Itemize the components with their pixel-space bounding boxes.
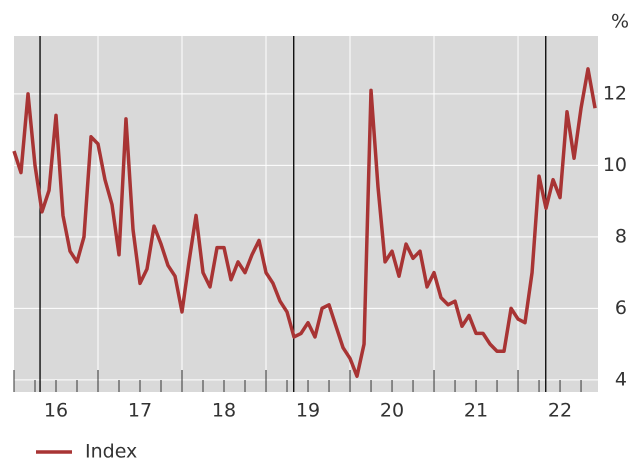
plot-area — [14, 36, 598, 392]
x-tick-label: 21 — [464, 400, 488, 422]
y-tick-label: 4 — [615, 368, 627, 390]
y-tick-label: 10 — [603, 154, 627, 176]
x-tick-label: 18 — [212, 400, 236, 422]
y-tick-label: 6 — [615, 297, 627, 319]
series-line — [12, 67, 597, 379]
y-tick-label: 8 — [615, 225, 627, 247]
x-tick-label: 19 — [296, 400, 320, 422]
legend-label: Index — [85, 441, 137, 461]
x-tick-label: 20 — [380, 400, 404, 422]
y-tick-label: 12 — [603, 82, 627, 104]
x-tick-label: 22 — [548, 400, 572, 422]
unit-label: % — [611, 11, 629, 33]
x-tick-label: 17 — [128, 400, 152, 422]
x-tick-label: 16 — [44, 400, 68, 422]
